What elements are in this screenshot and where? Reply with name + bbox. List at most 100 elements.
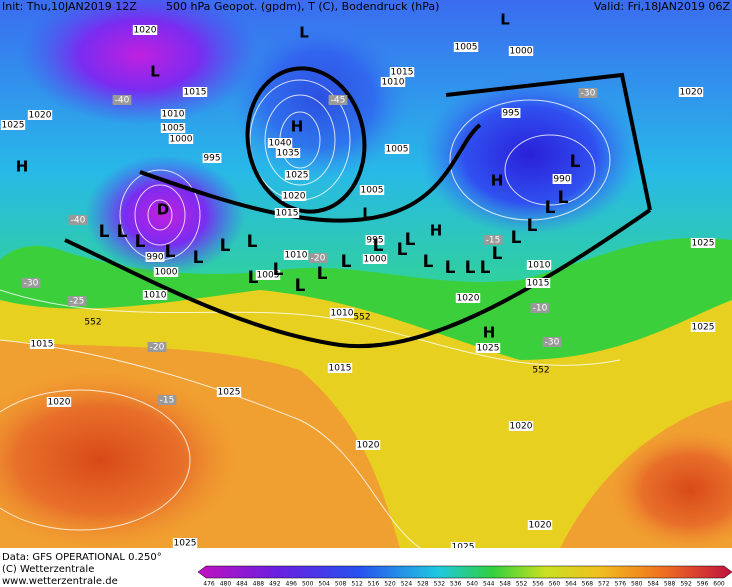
pressure-label-box: [153, 267, 179, 277]
pressure-label-box: [365, 235, 385, 245]
pressure-label-box: [202, 153, 222, 163]
colorbar-tick-label: 576: [615, 581, 627, 587]
pressure-label-box: [678, 87, 704, 97]
trough-mark: L: [99, 222, 110, 242]
pressure-label: 1025: [174, 539, 197, 549]
pressure-label-box: [327, 363, 353, 373]
trough-mark: L: [423, 252, 434, 272]
colorbar-tick-label: 476: [203, 581, 215, 587]
pressure-label: 1020: [29, 111, 52, 121]
temperature-label: -30: [581, 89, 596, 99]
pressure-label-box: [27, 110, 53, 120]
pressure-label: 1010: [285, 251, 308, 261]
colorbar-tick-label: 568: [582, 581, 594, 587]
init-time: Init: Thu,10JAN2019 12Z: [2, 0, 137, 13]
pressure-label-box: [355, 440, 381, 450]
pressure-label: 1025: [692, 323, 715, 333]
trough-mark: L: [373, 236, 384, 256]
copyright: (C) Wetterzentrale: [2, 564, 94, 575]
pressure-label: 990: [553, 175, 570, 185]
pressure-label: 1005: [455, 43, 478, 53]
pressure-label: 1005: [386, 145, 409, 155]
colorbar-tick-label: 512: [351, 581, 363, 587]
height-label: 552: [84, 318, 101, 328]
trough-mark: L: [220, 236, 231, 256]
pressure-label-box: [552, 174, 572, 184]
pressure-label-box: [690, 238, 716, 248]
pressure-label: 1020: [529, 521, 552, 531]
pressure-center: H: [430, 222, 443, 240]
trough-mark: L: [397, 240, 408, 260]
valid-time: Valid: Fri,18JAN2019 06Z: [594, 0, 731, 13]
pressure-label-box: [527, 520, 553, 530]
pressure-label: 1010: [528, 261, 551, 271]
pressure-label: 990: [146, 253, 163, 263]
pressure-label-box: [160, 123, 186, 133]
colorbar-tick-label: 536: [450, 581, 462, 587]
temperature-label-box: [21, 278, 41, 288]
temperature-label: -10: [533, 304, 548, 314]
temperature-label-box: [542, 337, 562, 347]
pressure-center: L: [150, 63, 160, 81]
pressure-center: H: [491, 172, 504, 190]
temperature-label: -40: [71, 216, 86, 226]
colorbar-tick-label: 560: [549, 581, 561, 587]
temperature-label-box: [530, 303, 550, 313]
trough-mark: L: [545, 198, 556, 218]
pressure-label-box: [526, 260, 552, 270]
colorbar-tick-label: 484: [236, 581, 248, 587]
colorbar-tick-label: 500: [302, 581, 314, 587]
pressure-label-box: [284, 170, 310, 180]
trough-mark: L: [480, 258, 491, 278]
pressure-label-box: [132, 25, 158, 35]
pressure-label: 1015: [184, 88, 207, 98]
trough-mark: L: [273, 260, 284, 280]
colorbar-tick-label: 480: [220, 581, 232, 587]
pressure-label-box: [453, 42, 479, 52]
trough-mark: L: [341, 252, 352, 272]
temperature-label-box: [308, 253, 328, 263]
trough-mark: L: [247, 232, 258, 252]
pressure-label-box: [145, 252, 165, 262]
pressure-label: 995: [203, 154, 220, 164]
pressure-label-box: [255, 270, 281, 280]
pressure-label: 1025: [218, 388, 241, 398]
pressure-label: 1020: [48, 398, 71, 408]
pressure-label-box: [380, 77, 406, 87]
temperature-label-box: [328, 95, 348, 105]
pressure-label-box: [168, 134, 194, 144]
pressure-label: 1010: [162, 110, 185, 120]
colorbar-tick-label: 528: [417, 581, 429, 587]
trough-mark: L: [405, 230, 416, 250]
pressure-label: 1010: [382, 78, 405, 88]
temperature-label-box: [67, 296, 87, 306]
colorbar-tick-label: 532: [434, 581, 446, 587]
colorbar-tick-label: 508: [335, 581, 347, 587]
pressure-label-box: [329, 308, 355, 318]
pressure-label: 1040: [269, 139, 292, 149]
colorbar-tick-label: 552: [516, 581, 528, 587]
pressure-label: 1010: [331, 309, 354, 319]
pressure-label: 1015: [31, 340, 54, 350]
trough-mark: L: [570, 152, 581, 172]
colorbar-tick-label: 516: [368, 581, 380, 587]
pressure-label-box: [508, 46, 534, 56]
temperature-label: -45: [331, 96, 346, 106]
temperature-label-box: [483, 235, 503, 245]
pressure-label: 1000: [364, 255, 387, 265]
pressure-center: L: [362, 205, 372, 223]
temperature-label-box: [112, 95, 132, 105]
temperature-label: -30: [24, 279, 39, 289]
website: www.wetterzentrale.de: [2, 576, 118, 587]
pressure-label-box: [172, 538, 198, 548]
height-label: 552: [532, 366, 549, 376]
temperature-label: -15: [486, 236, 501, 246]
pressure-label: 1005: [162, 124, 185, 134]
trough-mark: L: [135, 232, 146, 252]
pressure-label: 1015: [329, 364, 352, 374]
trough-mark: L: [492, 244, 503, 264]
pressure-label-box: [46, 397, 72, 407]
colorbar-tick-label: 556: [532, 581, 544, 587]
temperature-label-box: [157, 395, 177, 405]
